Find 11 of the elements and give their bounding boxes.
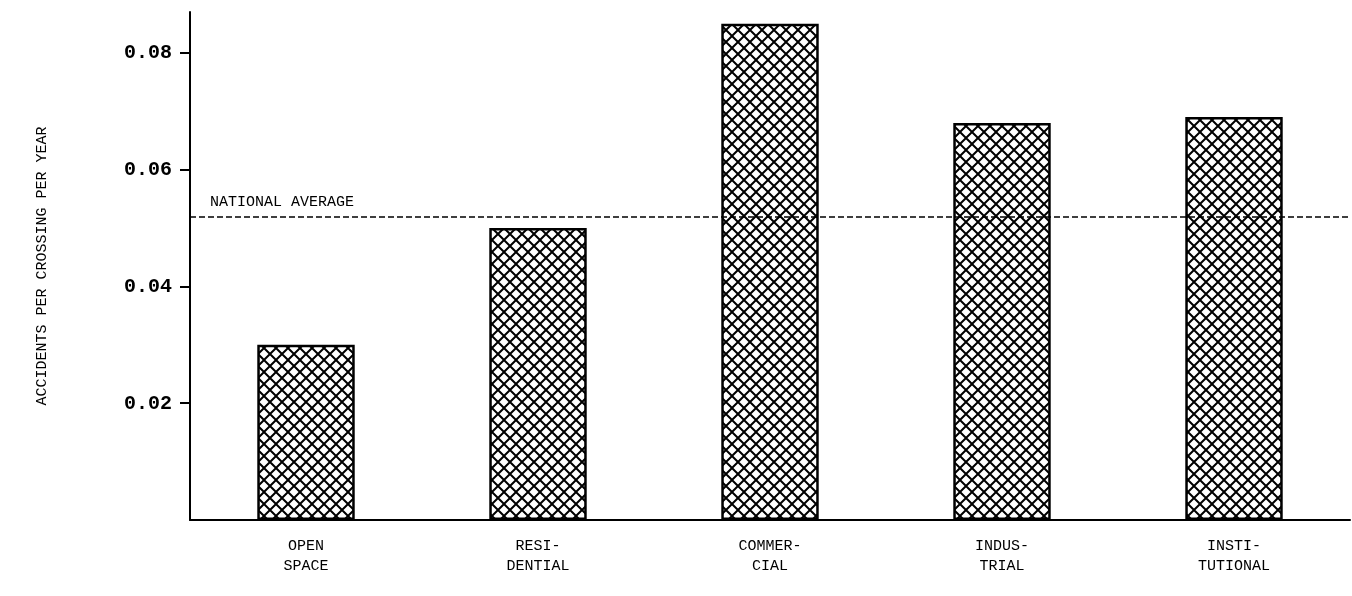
x-tick-label: OPEN SPACE [283, 537, 329, 575]
y-tick-label: 0.04 [123, 274, 172, 298]
y-tick-label: 0.06 [123, 158, 172, 182]
y-axis-title: ACCIDENTS PER CROSSING PER YEAR [34, 126, 51, 406]
x-tick-label: INSTI- TUTIONAL [1197, 537, 1271, 575]
ref-line-label: NATIONAL AVERAGE [210, 194, 355, 212]
x-tick-label: COMMER- CIAL [738, 537, 802, 575]
x-tick-label: INDUS- TRIAL [974, 537, 1030, 575]
y-tick-label: 0.02 [123, 391, 172, 415]
y-tick-label: 0.08 [123, 41, 172, 65]
x-tick-label: RESI- DENTIAL [506, 537, 570, 575]
